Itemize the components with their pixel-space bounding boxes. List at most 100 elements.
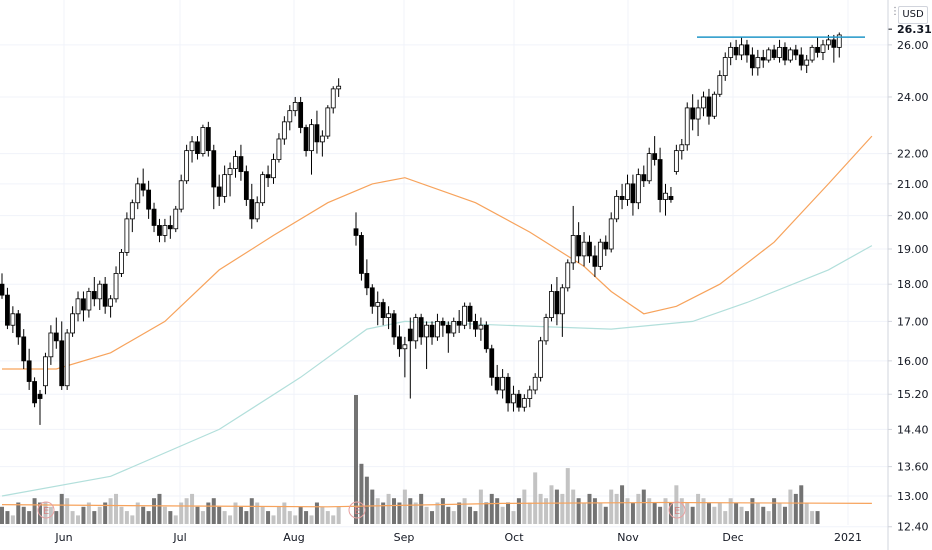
candle-body — [407, 328, 413, 342]
volume-bar — [76, 515, 81, 524]
candle-body — [364, 273, 370, 289]
axis-menu-icon[interactable]: ⋮ — [890, 6, 900, 17]
candle-body — [527, 389, 533, 399]
volume-bar — [255, 502, 260, 524]
volume-bar — [609, 489, 614, 524]
volume-bar — [506, 502, 511, 524]
candle-body — [184, 150, 190, 182]
price-tick-label: 22.00 — [897, 148, 929, 161]
volume-bar — [658, 506, 663, 524]
volume-bar — [582, 502, 587, 524]
candle-body — [587, 241, 592, 257]
volume-bar — [354, 395, 358, 524]
time-tick-label: Dec — [722, 531, 743, 544]
candle-body — [440, 320, 446, 326]
volume-bar — [168, 511, 173, 524]
volume-bar — [43, 502, 48, 524]
volume-bar — [652, 502, 657, 524]
candle-body — [570, 235, 576, 264]
volume-bar — [462, 498, 467, 524]
volume-bar — [457, 502, 462, 524]
candle-body — [559, 287, 565, 315]
candle-body — [646, 153, 652, 182]
candle-body — [397, 336, 402, 350]
volume-bar — [217, 506, 222, 524]
candle-body — [608, 218, 614, 250]
candle-body — [10, 313, 16, 326]
candle-body — [597, 241, 603, 267]
candle-body — [353, 228, 359, 236]
price-tick-label: 14.40 — [897, 423, 929, 436]
candle-body — [798, 54, 804, 66]
volume-bar — [146, 511, 151, 524]
candle-body — [260, 174, 266, 204]
volume-bar — [647, 498, 652, 524]
candle-body — [195, 141, 200, 154]
earnings-marker — [348, 501, 366, 519]
volume-bar — [696, 493, 701, 524]
volume-bar — [397, 502, 402, 524]
volume-bar — [527, 502, 532, 524]
candle-body — [380, 302, 386, 318]
volume-bar — [249, 498, 254, 524]
candle-body — [565, 262, 571, 289]
candle-body — [319, 135, 325, 143]
resistance-line: 26.31 — [697, 23, 932, 38]
volume-bar — [233, 502, 238, 524]
candle-body — [413, 317, 419, 342]
volume-bar — [598, 502, 603, 524]
candle-body — [211, 150, 217, 188]
volume-bar — [59, 493, 64, 524]
candle-body — [249, 199, 255, 220]
price-tick-label: 17.00 — [897, 315, 929, 328]
candle-body — [711, 93, 717, 117]
candle-body — [652, 153, 658, 160]
candle-body — [113, 273, 119, 300]
volume-bar — [70, 511, 75, 524]
volume-bar — [135, 502, 140, 524]
candle-body — [744, 44, 750, 56]
candle-body — [793, 49, 799, 56]
time-tick-label: Jul — [172, 531, 186, 544]
volume-bar — [244, 511, 249, 524]
volume-bar — [451, 511, 456, 524]
candle-body — [755, 57, 761, 69]
candle-body — [673, 150, 679, 172]
candle-body — [788, 49, 793, 61]
volume-bar — [592, 498, 597, 524]
volume-bar — [685, 502, 690, 524]
price-tick-label: 13.60 — [897, 461, 929, 474]
candle-body — [695, 107, 701, 120]
candle-body — [37, 393, 43, 399]
candle-body — [173, 208, 179, 230]
candle-body — [701, 96, 706, 109]
candle-body — [538, 340, 544, 378]
price-tick-label: 24.00 — [897, 91, 929, 104]
volume-bar — [511, 511, 516, 524]
candle-body — [451, 320, 457, 334]
candle-body — [292, 102, 298, 112]
volume-bar — [560, 493, 565, 524]
volume-bar — [271, 515, 276, 524]
volume-bar — [440, 498, 445, 524]
volume-bar — [162, 506, 167, 524]
volume-bar — [533, 472, 538, 524]
candle-body — [254, 202, 260, 220]
candle-body — [0, 283, 5, 296]
volume-bar — [206, 502, 211, 524]
candle-body — [287, 110, 293, 123]
volume-bar — [717, 502, 722, 524]
candle-body — [81, 298, 86, 311]
volume-bar — [314, 502, 319, 524]
volume-bar — [554, 489, 559, 524]
candle-body — [146, 189, 152, 210]
volume-bar — [668, 502, 673, 524]
volume-bar — [571, 489, 576, 524]
volume-bar — [630, 502, 635, 524]
currency-button[interactable]: USD — [898, 6, 928, 24]
candle-body — [26, 360, 32, 382]
time-axis: Jun Jul Aug Sep Oct Nov Dec 2021 — [54, 531, 862, 544]
price-tick-label: 16.00 — [897, 355, 929, 368]
candle-body — [804, 59, 810, 66]
